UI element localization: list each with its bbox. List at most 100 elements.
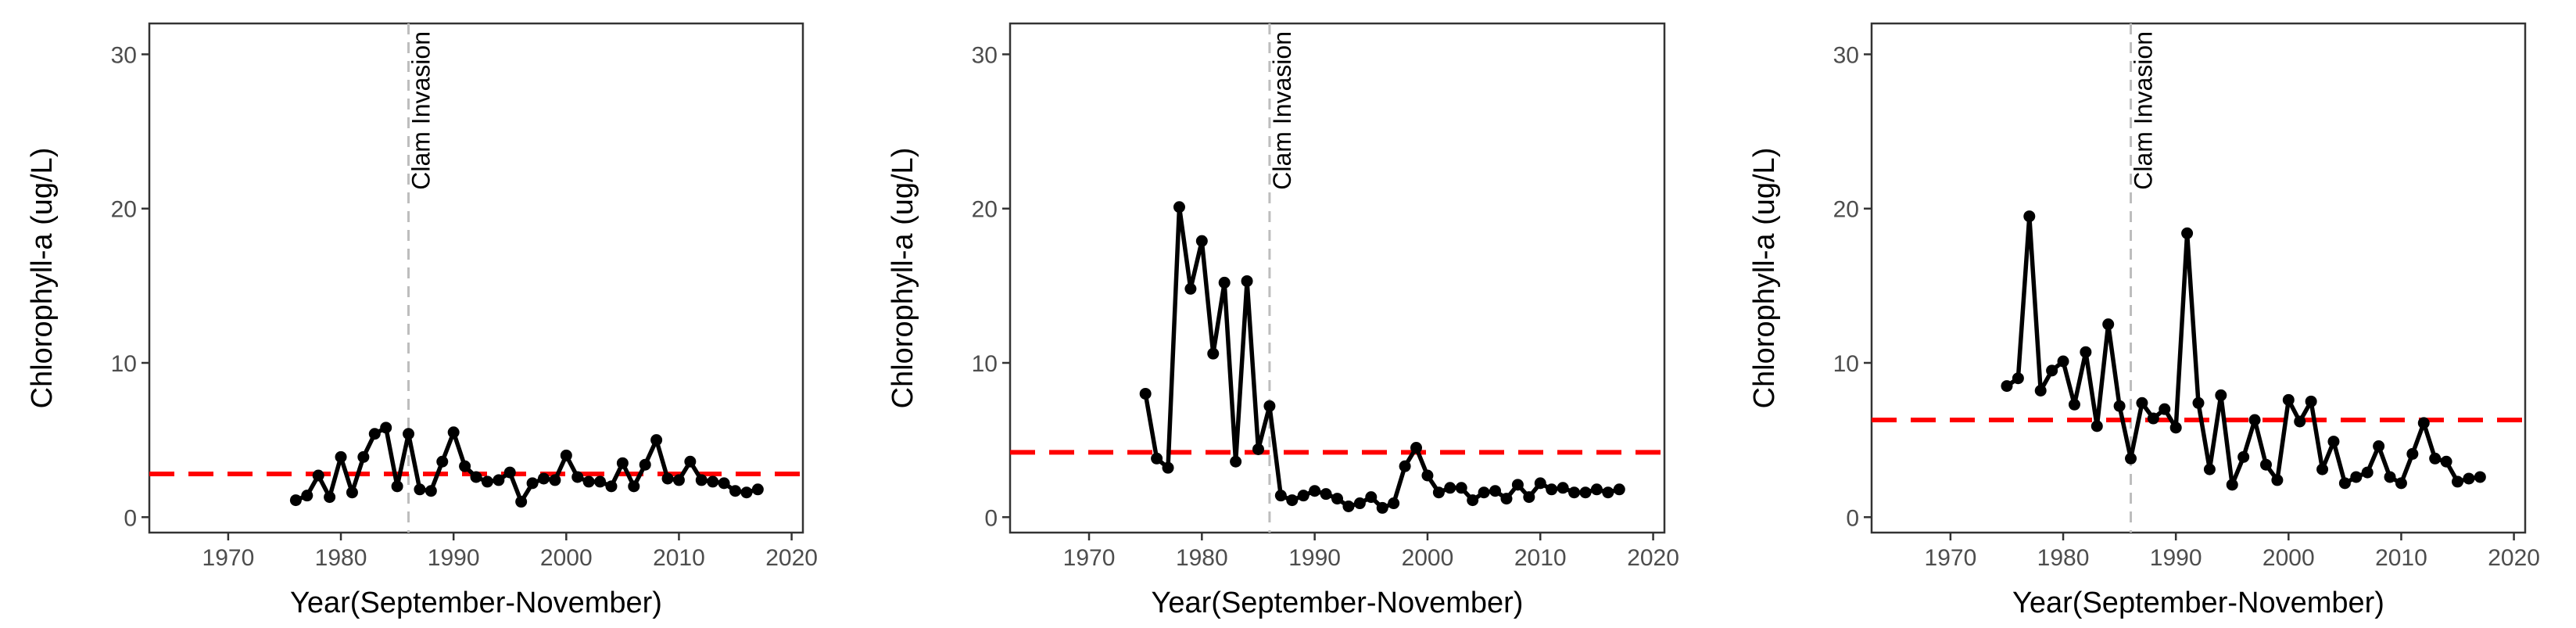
data-point — [301, 490, 313, 502]
data-point — [515, 496, 528, 508]
data-point — [2068, 398, 2080, 411]
data-point — [1195, 235, 1208, 247]
data-point — [695, 474, 708, 486]
chart-panel-2: 0 10 20 30 1970 1980 1990 2000 2010 2020 Year(Sept… — [887, 22, 1679, 619]
data-point — [1230, 455, 1242, 468]
x-axis-label: Year(September-November) — [2012, 587, 2384, 619]
x-tick-label: 1970 — [202, 545, 255, 571]
data-point — [751, 483, 764, 496]
data-point — [1376, 501, 1388, 514]
data-point — [582, 475, 595, 488]
data-point — [2080, 346, 2092, 358]
chart-panel-1: 0 10 20 30 1970 1980 1990 2000 2010 2020 Year(Sept… — [26, 22, 818, 619]
data-point — [2113, 400, 2126, 412]
data-point — [1353, 497, 1366, 510]
y-axis-label: Chlorophyll-a (ug/L) — [26, 148, 59, 409]
x-tick-label: 1970 — [1063, 545, 1116, 571]
x-tick-label: 1990 — [428, 545, 480, 571]
data-point — [2147, 412, 2159, 425]
data-point — [2316, 463, 2329, 475]
data-point — [2091, 420, 2103, 432]
data-point — [526, 477, 539, 490]
y-tick-label: 0 — [984, 505, 998, 531]
y-tick-label: 10 — [111, 351, 137, 377]
data-point — [661, 472, 674, 485]
data-point — [391, 480, 403, 493]
data-point — [1151, 452, 1163, 465]
data-point — [368, 428, 381, 440]
data-point — [481, 475, 493, 488]
x-tick-label: 2020 — [2488, 545, 2540, 571]
data-point — [2159, 403, 2171, 415]
data-point — [2452, 475, 2464, 488]
data-point — [1162, 461, 1174, 474]
data-point — [2181, 227, 2194, 239]
data-point — [2203, 463, 2216, 475]
data-point — [312, 469, 324, 482]
clam-invasion-label: Clam Invasion — [407, 31, 435, 190]
data-point — [2226, 479, 2238, 491]
data-point — [1432, 486, 1445, 499]
data-point — [537, 472, 550, 485]
data-point — [1207, 347, 1220, 360]
y-tick-label: 0 — [1846, 505, 1859, 531]
y-tick-label: 30 — [972, 42, 998, 68]
x-tick-label: 2010 — [653, 545, 705, 571]
x-tick-label: 1990 — [1288, 545, 1341, 571]
data-point — [1590, 483, 1603, 496]
plot-frame — [1870, 22, 2527, 534]
data-point — [2463, 472, 2475, 485]
y-axis-label: Chlorophyll-a (ug/L) — [887, 148, 919, 409]
data-point — [425, 485, 437, 497]
data-point — [2417, 417, 2430, 429]
data-point — [1365, 491, 1378, 504]
data-point — [2215, 389, 2227, 401]
x-tick-label: 1970 — [1925, 545, 1977, 571]
x-tick-label: 1990 — [2150, 545, 2202, 571]
data-point — [2327, 436, 2340, 448]
data-point — [605, 480, 618, 493]
data-point — [2282, 393, 2295, 406]
y-tick-label: 30 — [1833, 42, 1859, 68]
data-point — [1297, 490, 1309, 502]
data-point — [1263, 400, 1276, 412]
data-point — [1613, 483, 1625, 496]
data-point — [2136, 397, 2148, 409]
plot-frame — [1009, 22, 1666, 534]
x-tick-label: 2010 — [1514, 545, 1567, 571]
data-point — [2102, 318, 2115, 331]
data-point — [616, 457, 629, 469]
data-point — [1534, 477, 1546, 490]
data-point — [1421, 469, 1434, 482]
y-tick-label: 30 — [111, 42, 137, 68]
data-point — [2429, 452, 2442, 465]
data-point — [335, 450, 347, 463]
data-point — [639, 458, 651, 471]
data-point — [436, 455, 449, 468]
data-point — [1274, 490, 1287, 502]
data-point — [594, 475, 607, 488]
data-point — [2271, 474, 2284, 486]
data-point — [2259, 458, 2272, 471]
clam-invasion-label: Clam Invasion — [2130, 31, 2158, 190]
data-point — [2023, 210, 2036, 223]
data-point — [2350, 471, 2363, 483]
data-point — [684, 455, 697, 468]
data-point — [459, 460, 471, 472]
data-point — [2169, 422, 2182, 434]
data-point — [1320, 488, 1332, 501]
data-point — [1286, 494, 1299, 507]
clam-invasion-label: Clam Invasion — [1268, 31, 1296, 190]
data-point — [414, 483, 426, 496]
data-point — [628, 480, 640, 493]
data-point — [2012, 372, 2024, 385]
x-tick-label: 2000 — [2263, 545, 2315, 571]
data-point — [1523, 491, 1535, 504]
data-point — [2440, 455, 2452, 468]
data-point — [650, 434, 663, 447]
data-point — [1309, 485, 1321, 497]
data-point — [2125, 452, 2137, 465]
data-point — [1399, 460, 1411, 472]
y-tick-label: 10 — [972, 351, 998, 377]
data-point — [2373, 440, 2385, 453]
